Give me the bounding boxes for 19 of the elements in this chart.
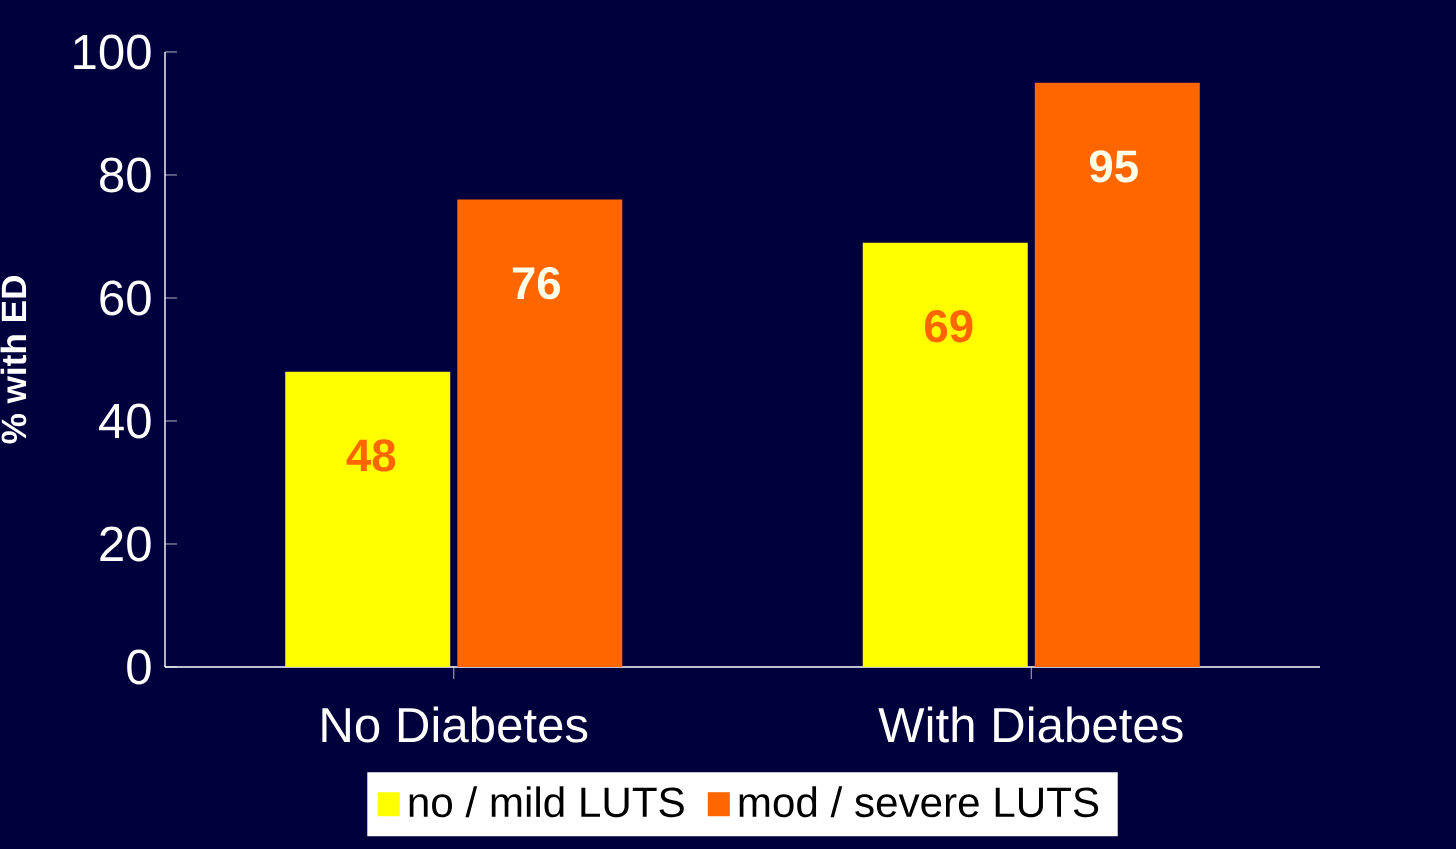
y-tick-label: 40 — [98, 403, 151, 439]
x-tick-label: No Diabetes — [322, 706, 588, 743]
y-tick-label: 60 — [100, 280, 151, 316]
y-tick-label: 20 — [100, 526, 151, 562]
data-label: 76 — [512, 266, 561, 300]
x-tick-label: With Diabetes — [878, 706, 1183, 743]
legend-label: mod / severe LUTS — [739, 786, 1099, 818]
bar — [862, 242, 1028, 667]
y-tick-label: 0 — [127, 649, 151, 685]
y-tick-label: 100 — [74, 34, 151, 70]
data-label: 95 — [1089, 150, 1138, 183]
legend-label: no / mild LUTS — [409, 786, 684, 818]
bar — [457, 199, 623, 667]
y-tick-label: 80 — [100, 157, 151, 193]
bar — [285, 371, 451, 667]
bar — [1034, 82, 1200, 667]
data-label: 69 — [925, 310, 973, 343]
y-axis-title: % with ED — [0, 276, 27, 444]
data-label: 48 — [346, 439, 396, 472]
